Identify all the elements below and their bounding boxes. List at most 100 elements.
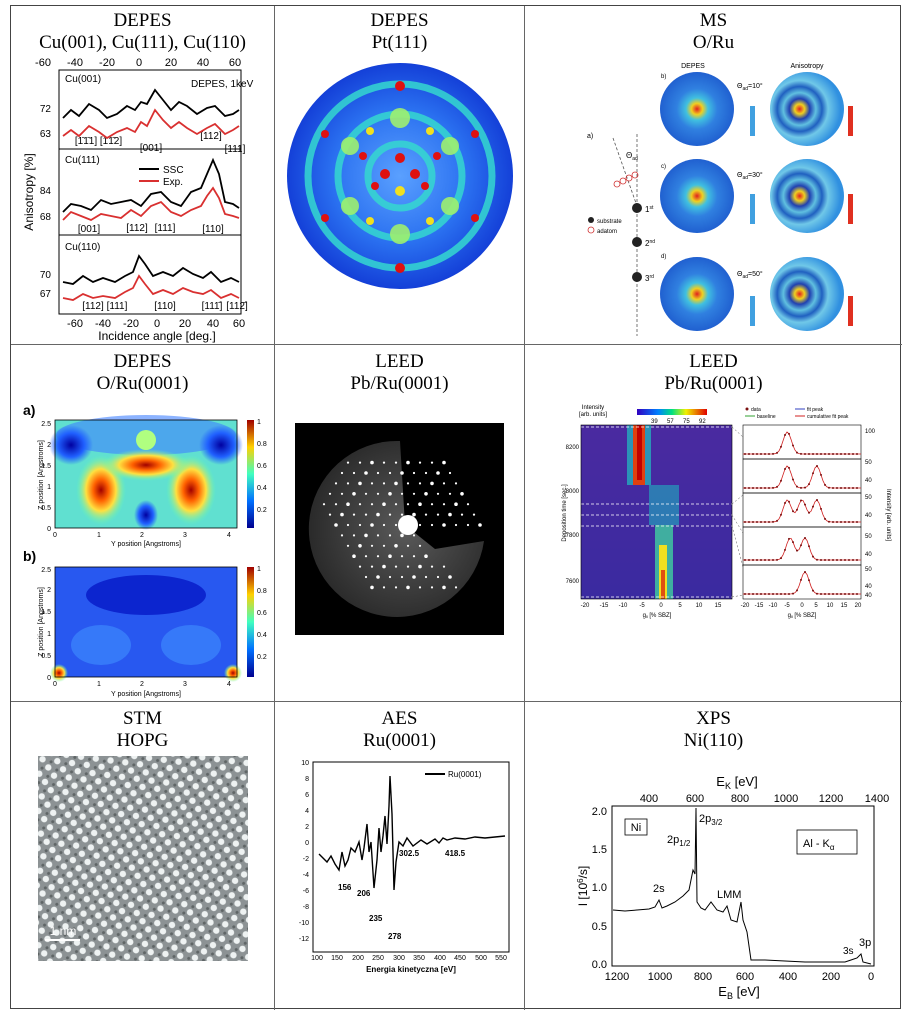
- data-point: [848, 593, 850, 595]
- x-tick: 10: [696, 603, 703, 609]
- data-point: [828, 593, 830, 595]
- bottom-tick: -40: [95, 318, 111, 330]
- x-tick: 0: [53, 532, 57, 539]
- stm-topography: [38, 756, 248, 961]
- y-value: 68: [40, 212, 52, 223]
- x-axis-label: Y position [Angstroms]: [111, 691, 181, 698]
- diffraction-spot: [400, 513, 404, 516]
- x-tick: 2: [140, 532, 144, 539]
- cell-title-method: LEED: [689, 351, 738, 372]
- data-point: [772, 452, 774, 455]
- bottom-axis-label: EB [eV]: [718, 984, 759, 1001]
- data-point: [784, 502, 786, 504]
- data-point: [832, 487, 834, 489]
- cell-xps: XPS Ni(110) EK [eV] 400 600 800 1000 120…: [525, 702, 902, 1010]
- svg-text:40: 40: [865, 593, 872, 599]
- cell-title-method: LEED: [375, 351, 424, 372]
- top-tick: 0: [136, 57, 142, 69]
- data-point: [772, 593, 774, 595]
- direction: [111]: [155, 223, 176, 234]
- cell-title-method: AES: [381, 708, 418, 729]
- data-point: [776, 519, 778, 522]
- svg-text:2.0: 2.0: [592, 806, 607, 818]
- x-tick: 2: [140, 681, 144, 688]
- diffraction-spot: [334, 523, 338, 527]
- bottom-tick: -60: [67, 318, 83, 330]
- diffraction-spot: [412, 555, 416, 558]
- diffraction-spot: [382, 461, 386, 464]
- data-point: [844, 593, 846, 595]
- diffraction-spot: [370, 460, 374, 465]
- svg-text:39: 39: [651, 419, 658, 425]
- data-point: [784, 548, 786, 551]
- svg-text:206: 206: [357, 889, 371, 898]
- direction: [110]: [202, 224, 224, 235]
- data-point: [756, 593, 758, 595]
- diffraction-spot: [412, 471, 416, 475]
- svg-text:-6: -6: [303, 888, 309, 895]
- data-point: [764, 487, 766, 489]
- diffraction-spot: [382, 586, 386, 589]
- svg-text:600: 600: [686, 793, 704, 805]
- data-point: [852, 453, 854, 455]
- data-point: [816, 592, 818, 595]
- diffraction-spot: [364, 555, 368, 558]
- bottom-tick: 60: [233, 318, 245, 330]
- ms-figure: DEPES Anisotropy b) Θad=10° c) Θad=30° d…: [587, 63, 853, 336]
- fit-curve: [743, 571, 861, 595]
- atom: [632, 272, 642, 282]
- anisotropy-disk: [770, 257, 844, 331]
- diffraction-spot: [364, 471, 368, 475]
- svg-text:1200: 1200: [819, 793, 843, 805]
- y-axis-label: Z position [Angstroms]: [38, 587, 45, 657]
- diffraction-spot: [460, 513, 464, 516]
- data-point: [844, 487, 846, 489]
- svg-text:550: 550: [495, 955, 507, 962]
- svg-text:8: 8: [305, 776, 309, 783]
- cell-title-method: DEPES: [113, 351, 172, 372]
- panel-name: Cu(111): [65, 155, 100, 166]
- diffraction-spot: [400, 555, 404, 558]
- scale-label: 1 nm: [50, 924, 77, 938]
- diffraction-spot: [370, 503, 374, 506]
- data-point: [848, 487, 850, 489]
- diffraction-spot: [394, 461, 398, 464]
- cell-title-sample: Ru(0001): [363, 730, 436, 751]
- data-point: [836, 487, 838, 489]
- y-tick: 0.5: [41, 505, 51, 512]
- diffraction-spot: [382, 564, 386, 569]
- data-point: [856, 521, 858, 523]
- data-point: [824, 453, 826, 455]
- svg-text:-10: -10: [299, 920, 309, 927]
- direction: [112]: [200, 131, 222, 142]
- svg-text:5: 5: [814, 603, 818, 609]
- diffraction-spot: [436, 575, 440, 579]
- data-point: [852, 487, 854, 489]
- data-point: [856, 487, 858, 489]
- data-point: [744, 521, 746, 523]
- diffraction-spot: [388, 534, 392, 537]
- data-point: [856, 593, 858, 595]
- diffraction-spot: [442, 503, 446, 506]
- data-point: [772, 486, 774, 489]
- x-tick: -20: [581, 603, 590, 609]
- data-point: [764, 559, 766, 561]
- svg-text:50: 50: [865, 495, 872, 501]
- data-point: [808, 579, 810, 582]
- data-point: [784, 434, 786, 436]
- diffraction-spot: [448, 575, 452, 579]
- svg-text:235: 235: [369, 914, 383, 923]
- y-value: 70: [40, 270, 52, 281]
- diffraction-spot: [370, 585, 374, 590]
- svg-text:302.5: 302.5: [399, 849, 420, 858]
- svg-text:150: 150: [331, 955, 343, 962]
- y-tick: 0: [47, 675, 51, 682]
- diffraction-spot: [448, 471, 452, 475]
- diffraction-spot: [376, 492, 380, 495]
- svg-text:0: 0: [868, 971, 874, 983]
- x-tick: 15: [715, 603, 722, 609]
- curve-exp: [62, 274, 240, 301]
- svg-text:-12: -12: [299, 936, 309, 943]
- diffraction-spot: [376, 471, 380, 475]
- diffraction-spot: [358, 544, 362, 548]
